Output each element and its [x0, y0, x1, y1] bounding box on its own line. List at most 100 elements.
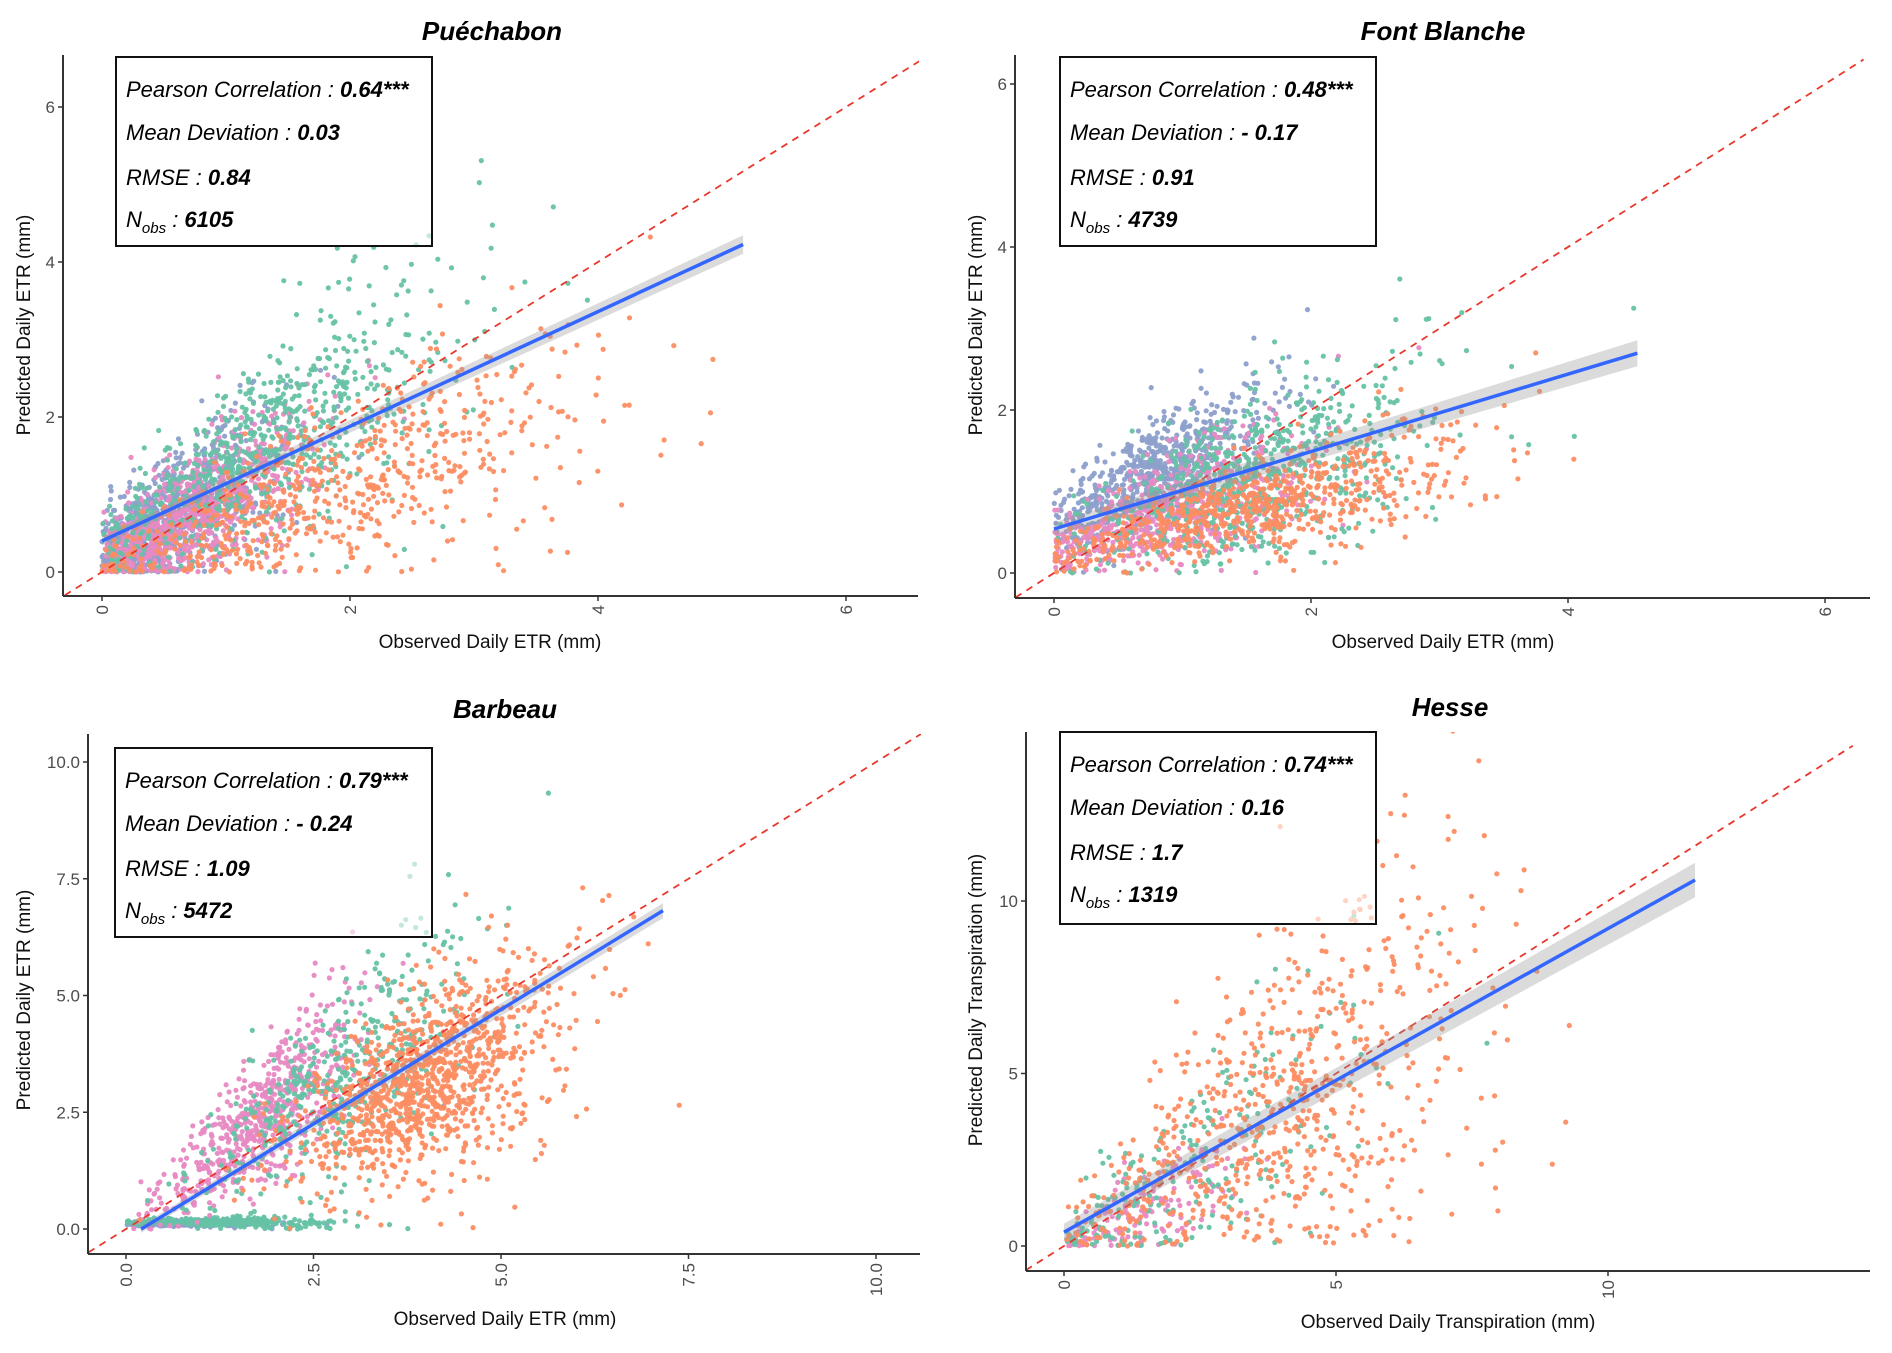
- data-point: [1232, 409, 1238, 415]
- data-point: [493, 545, 499, 552]
- data-point: [1224, 407, 1230, 413]
- data-point: [347, 473, 353, 479]
- data-point: [279, 515, 285, 522]
- data-point: [141, 547, 147, 553]
- data-point: [1186, 448, 1192, 455]
- data-point: [224, 456, 230, 462]
- data-point: [247, 390, 253, 396]
- data-point: [1313, 439, 1319, 445]
- data-point: [478, 158, 484, 164]
- data-point: [270, 419, 276, 425]
- data-point: [1389, 348, 1395, 354]
- data-point: [224, 524, 230, 530]
- data-point: [442, 399, 448, 405]
- data-point: [1210, 452, 1217, 458]
- data-point: [485, 416, 491, 422]
- data-point: [1269, 359, 1275, 365]
- data-point: [314, 447, 321, 453]
- data-point: [1163, 475, 1169, 482]
- data-point: [386, 321, 392, 327]
- data-point: [187, 458, 193, 464]
- data-point: [239, 529, 246, 536]
- data-point: [1058, 502, 1064, 508]
- data-point: [169, 536, 175, 542]
- data-point: [1145, 528, 1151, 535]
- data-point: [1146, 471, 1152, 477]
- data-point: [284, 373, 290, 379]
- data-point: [172, 516, 178, 523]
- data-point: [480, 275, 486, 281]
- data-point: [1245, 442, 1251, 448]
- data-point: [538, 326, 544, 332]
- data-point: [372, 427, 378, 434]
- data-point: [1509, 363, 1515, 370]
- data-point: [355, 398, 361, 404]
- data-point: [1085, 509, 1091, 515]
- data-point: [420, 401, 426, 408]
- data-point: [178, 563, 184, 569]
- rmse-value: 0.84: [208, 165, 251, 190]
- data-point: [1371, 439, 1377, 445]
- data-point: [386, 367, 392, 373]
- data-point: [335, 403, 341, 409]
- data-point: [450, 432, 456, 438]
- data-point: [310, 481, 316, 487]
- data-point: [1381, 394, 1387, 400]
- data-point: [138, 556, 144, 562]
- data-point: [153, 491, 159, 497]
- data-point: [342, 483, 348, 490]
- data-point: [1202, 430, 1208, 436]
- data-point: [466, 430, 473, 436]
- data-point: [1253, 431, 1259, 437]
- data-point: [256, 560, 262, 566]
- data-point: [1230, 394, 1236, 400]
- data-point: [1290, 474, 1296, 480]
- data-point: [1136, 481, 1142, 487]
- data-point: [1088, 504, 1094, 510]
- data-point: [1417, 351, 1423, 357]
- data-point: [1258, 446, 1264, 452]
- data-point: [241, 493, 247, 499]
- data-point: [201, 568, 208, 575]
- data-point: [428, 506, 434, 512]
- data-point: [186, 555, 192, 561]
- data-point: [595, 375, 601, 381]
- data-point: [114, 525, 120, 531]
- data-point: [366, 363, 372, 369]
- data-point: [399, 568, 405, 575]
- data-point: [1218, 445, 1224, 451]
- data-point: [264, 542, 270, 548]
- data-point: [177, 441, 184, 447]
- data-point: [317, 538, 323, 544]
- data-point: [336, 452, 342, 459]
- data-point: [213, 546, 219, 552]
- data-point: [317, 469, 323, 475]
- data-point: [427, 345, 433, 352]
- data-point: [219, 562, 225, 569]
- data-point: [391, 411, 397, 417]
- data-point: [1271, 447, 1277, 453]
- data-point: [340, 453, 346, 459]
- data-point: [1281, 472, 1287, 479]
- data-point: [192, 489, 198, 495]
- data-point: [1150, 421, 1156, 428]
- data-point: [1249, 427, 1255, 434]
- data-point: [416, 427, 422, 433]
- data-point: [1322, 496, 1328, 502]
- data-point: [1171, 443, 1177, 449]
- data-point: [1127, 444, 1133, 450]
- data-point: [196, 485, 202, 491]
- data-point: [147, 554, 153, 560]
- data-point: [494, 371, 500, 378]
- data-point: [189, 533, 195, 539]
- data-point: [527, 414, 533, 420]
- data-point: [1232, 419, 1238, 425]
- data-point: [1303, 384, 1310, 390]
- data-point: [359, 526, 365, 532]
- data-point: [187, 544, 193, 550]
- data-point: [126, 500, 132, 506]
- data-point: [321, 442, 327, 448]
- data-point: [325, 285, 331, 291]
- data-point: [1129, 508, 1136, 514]
- data-point: [1181, 421, 1187, 427]
